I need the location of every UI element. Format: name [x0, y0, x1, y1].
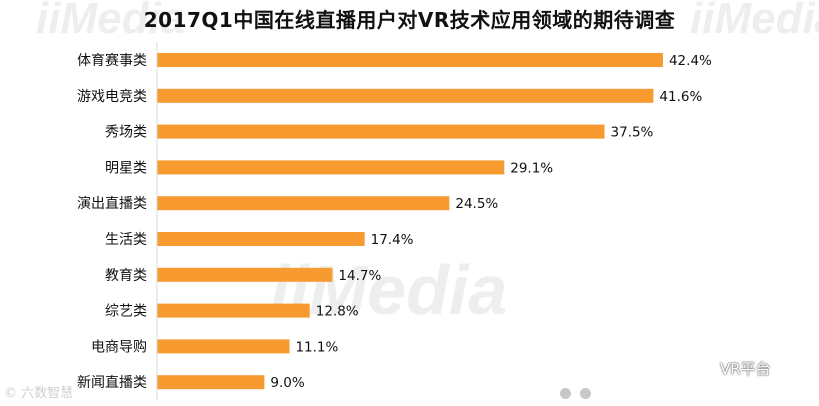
brand-label: VR平台	[720, 360, 771, 378]
category-label: 演出直播类	[77, 195, 147, 212]
pagination-dots	[560, 388, 591, 399]
footer-copyright: © 六数智慧	[4, 386, 74, 401]
value-label: 14.7%	[338, 268, 381, 284]
wechat-icon	[690, 359, 714, 378]
category-label: 游戏电竞类	[77, 88, 147, 105]
chart-title: 2017Q1中国在线直播用户对VR技术应用领域的期待调查	[143, 8, 676, 32]
value-label: 37.5%	[611, 125, 654, 141]
watermark-top-left: iiMedia	[36, 0, 186, 43]
page-dot[interactable]	[580, 388, 591, 399]
value-label: 29.1%	[510, 160, 553, 176]
category-label: 教育类	[105, 268, 147, 284]
bar	[157, 88, 654, 103]
value-label: 11.1%	[295, 339, 338, 355]
bar	[157, 196, 450, 211]
bar	[157, 53, 663, 67]
brand-badge: VR平台	[690, 358, 771, 379]
bar	[157, 339, 290, 354]
category-label: 电商导购	[91, 339, 147, 355]
watermark-top-right: iiMedia	[690, 0, 819, 43]
value-label: 17.4%	[371, 232, 414, 248]
category-label: 新闻直播类	[77, 374, 147, 391]
bar	[157, 267, 333, 282]
page-dot[interactable]	[560, 388, 571, 399]
bar	[157, 160, 505, 175]
bar	[157, 375, 265, 390]
category-label: 明星类	[105, 160, 147, 176]
bar	[157, 303, 310, 318]
value-label: 9.0%	[270, 375, 304, 391]
category-label: 体育赛事类	[77, 53, 147, 69]
value-label: 42.4%	[669, 53, 712, 69]
category-label: 秀场类	[105, 125, 147, 141]
category-label: 综艺类	[105, 304, 147, 320]
value-label: 24.5%	[455, 196, 498, 212]
bar	[157, 124, 605, 139]
category-label: 生活类	[105, 232, 147, 248]
bar	[157, 232, 365, 246]
value-label: 41.6%	[659, 89, 702, 105]
value-label: 12.8%	[316, 304, 359, 320]
